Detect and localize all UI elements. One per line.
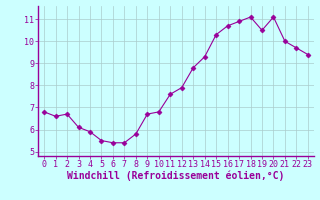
X-axis label: Windchill (Refroidissement éolien,°C): Windchill (Refroidissement éolien,°C) [67, 171, 285, 181]
